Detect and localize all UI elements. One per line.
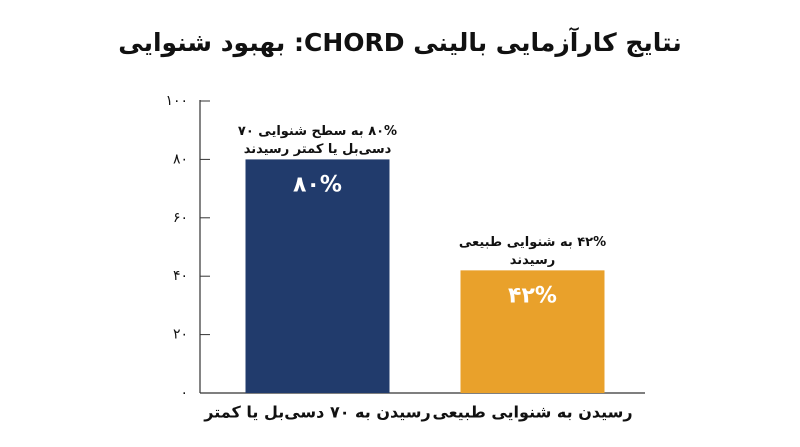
annotation: ۴۲% به شنوایی طبیعی bbox=[459, 235, 606, 250]
bar bbox=[460, 270, 605, 393]
y-tick-label: ۴۰ bbox=[173, 268, 188, 284]
y-tick-label: ۱۰۰ bbox=[165, 93, 188, 109]
annotation: دسی‌بل یا کمتر رسیدند bbox=[244, 142, 392, 157]
y-tick-label: ۸۰ bbox=[173, 151, 188, 167]
annotation: رسیدند bbox=[510, 253, 555, 268]
y-tick-label: ۰ bbox=[180, 385, 188, 401]
annotation: ۸۰% به سطح شنوایی ۷۰ bbox=[238, 124, 397, 139]
bar bbox=[245, 159, 390, 393]
value-label: ۸۰% bbox=[293, 172, 342, 197]
y-tick-label: ۲۰ bbox=[173, 327, 188, 343]
value-label: ۴۲% bbox=[508, 283, 557, 308]
x-tick-label: رسیدن به ۷۰ دسی‌بل یا کمتر bbox=[203, 403, 430, 422]
x-tick-label: رسیدن به شنوایی طبیعی bbox=[432, 403, 632, 422]
y-tick-label: ۶۰ bbox=[173, 210, 188, 226]
chart-title: نتایج کارآزمایی بالینی CHORD: بهبود شنوا… bbox=[118, 27, 681, 58]
